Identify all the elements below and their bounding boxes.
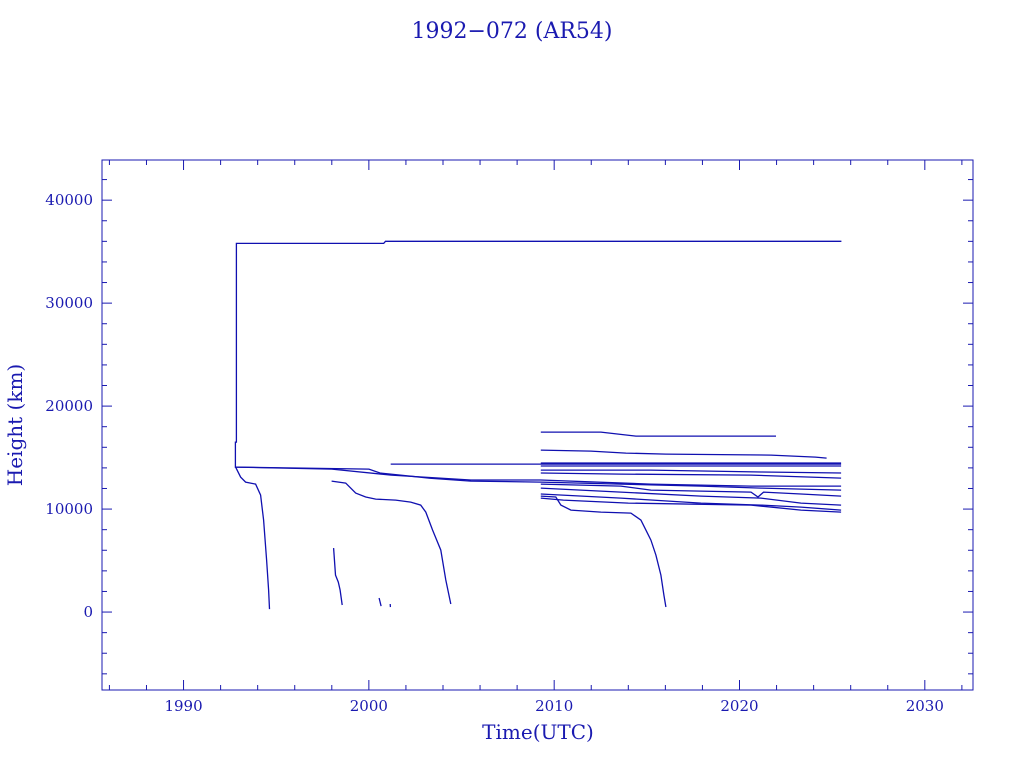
- x-tick-label: 2010: [535, 697, 573, 715]
- y-tick-label: 30000: [45, 294, 93, 312]
- x-axis-label: Time(UTC): [482, 720, 594, 744]
- series-line-17: [540, 483, 842, 498]
- series-line-5: [331, 480, 452, 605]
- series-line-15: [540, 469, 842, 474]
- series-line-3: [235, 466, 842, 491]
- x-tick-label: 2000: [350, 697, 388, 715]
- chart-title: 1992−072 (AR54): [411, 19, 612, 44]
- axes: 1990 2000 2010 2020 2030 0 10000 20000 30000 4000…: [45, 159, 974, 715]
- series-line-11: [540, 449, 827, 459]
- x-tick-label: 2020: [720, 697, 758, 715]
- y-axis-label: Height (km): [3, 364, 27, 486]
- series-line-18: [540, 487, 842, 506]
- series-line-10: [540, 431, 776, 437]
- series-line-6: [332, 548, 343, 606]
- plot-frame: [101, 159, 974, 691]
- series-line-1: [234, 240, 842, 468]
- series-line-20: [540, 497, 842, 513]
- x-tick-label: 1990: [164, 697, 202, 715]
- series-line-7: [378, 597, 382, 607]
- series-group: [234, 240, 842, 610]
- x-tick-label: 2030: [906, 697, 944, 715]
- y-tick-label: 0: [83, 603, 93, 621]
- y-tick-label: 10000: [45, 500, 93, 518]
- series-line-4: [235, 466, 842, 487]
- series-line-16: [540, 472, 842, 479]
- series-line-19: [540, 493, 842, 511]
- y-tick-label: 40000: [45, 191, 93, 209]
- series-line-2: [235, 466, 271, 610]
- series-line-9: [540, 495, 667, 608]
- y-tick-label: 20000: [45, 397, 93, 415]
